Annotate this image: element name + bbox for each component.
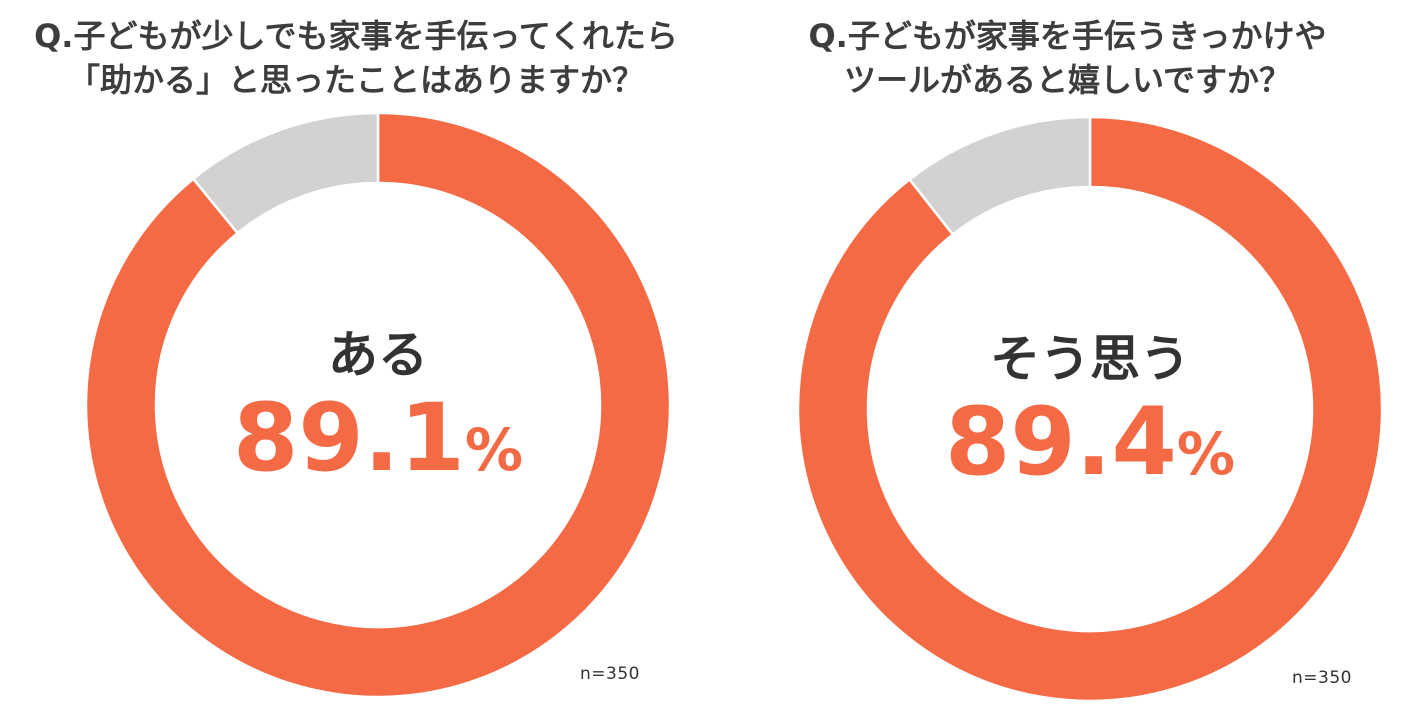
sample-size-label: n=350 xyxy=(580,664,640,684)
donut-chart: そう思う 89.4% xyxy=(796,115,1384,703)
center-value-number: 89.1 xyxy=(233,384,465,493)
chart-title-line: Q.子どもが家事を手伝うきっかけや xyxy=(808,17,1327,55)
center-value-number: 89.4 xyxy=(945,388,1177,497)
donut-slice-0 xyxy=(84,111,672,699)
center-value-unit: % xyxy=(465,416,523,484)
chart-title: Q.子どもが家事を手伝うきっかけや ツールがあると嬉しいですか？ xyxy=(712,14,1423,102)
chart-panel-left: Q.子どもが少しでも家事を手伝ってくれたら 「助かる」と思ったことはありますか？… xyxy=(0,14,712,699)
donut-slice-0 xyxy=(796,115,1384,703)
chart-title-line: ツールがあると嬉しいですか？ xyxy=(843,61,1292,99)
sample-size-label: n=350 xyxy=(1292,668,1352,688)
donut-chart: ある 89.1% xyxy=(84,111,672,699)
center-label: ある xyxy=(328,326,428,384)
center-label: そう思う xyxy=(990,330,1190,388)
chart-title-line: 「助かる」と思ったことはありますか？ xyxy=(67,61,644,99)
donut-slice-1 xyxy=(191,111,380,235)
donut-slice-1 xyxy=(907,115,1092,237)
center-value: 89.4% xyxy=(945,388,1235,497)
chart-panel-right: Q.子どもが家事を手伝うきっかけや ツールがあると嬉しいですか？ そう思う 89… xyxy=(712,0,1423,724)
chart-title: Q.子どもが少しでも家事を手伝ってくれたら 「助かる」と思ったことはありますか？ xyxy=(0,14,712,102)
center-value-unit: % xyxy=(1177,420,1235,488)
chart-title-line: Q.子どもが少しでも家事を手伝ってくれたら xyxy=(34,17,678,55)
center-value: 89.1% xyxy=(233,384,523,493)
